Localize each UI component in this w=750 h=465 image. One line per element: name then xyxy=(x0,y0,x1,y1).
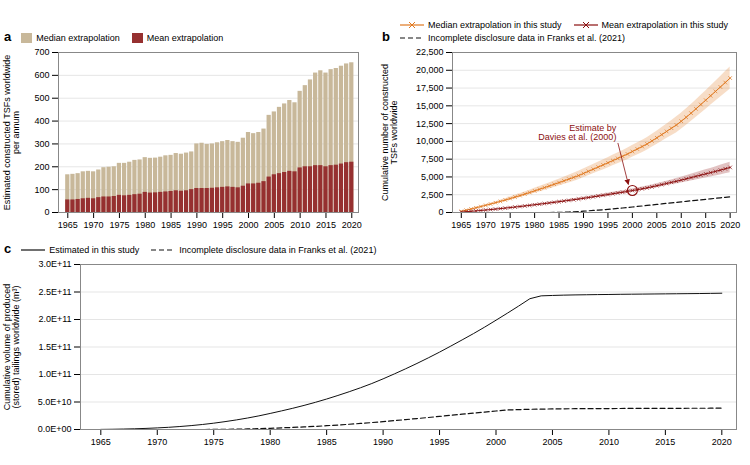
svg-text:500: 500 xyxy=(34,93,49,103)
html-text:b: b xyxy=(382,29,390,44)
svg-text:2020: 2020 xyxy=(342,220,362,230)
html-text:Incomplete disclosure data in: Incomplete disclosure data in Franks et … xyxy=(179,245,377,255)
svg-text:2.0E+11: 2.0E+11 xyxy=(38,314,71,324)
svg-text:Cumulative number of construct: Cumulative number of constructedTSFs wor… xyxy=(380,64,399,201)
svg-text:5,000: 5,000 xyxy=(421,172,444,182)
svg-text:10,000: 10,000 xyxy=(416,136,444,146)
svg-text:17,500: 17,500 xyxy=(416,83,444,93)
html-text:Mean extrapolation in this stu: Mean extrapolation in this study xyxy=(601,20,729,30)
svg-text:2020: 2020 xyxy=(712,437,732,447)
svg-text:2,500: 2,500 xyxy=(421,190,444,200)
html-text:a: a xyxy=(4,29,12,44)
svg-text:2000: 2000 xyxy=(622,220,642,230)
svg-text:3.0E+11: 3.0E+11 xyxy=(38,259,71,269)
svg-text:0: 0 xyxy=(438,207,443,217)
svg-text:2005: 2005 xyxy=(542,437,562,447)
svg-text:2020: 2020 xyxy=(720,220,740,230)
svg-text:100: 100 xyxy=(34,185,49,195)
svg-text:2015: 2015 xyxy=(655,437,675,447)
svg-text:2005: 2005 xyxy=(647,220,667,230)
svg-text:1970: 1970 xyxy=(84,220,104,230)
html-text:Incomplete disclosure data in: Incomplete disclosure data in Franks et … xyxy=(428,33,626,43)
svg-text:1975: 1975 xyxy=(109,220,129,230)
svg-text:1.5E+11: 1.5E+11 xyxy=(38,342,71,352)
svg-text:700: 700 xyxy=(34,47,49,57)
html-text:c: c xyxy=(4,241,12,256)
svg-text:2010: 2010 xyxy=(671,220,691,230)
svg-text:2000: 2000 xyxy=(486,437,506,447)
svg-text:12,500: 12,500 xyxy=(416,118,444,128)
svg-text:1990: 1990 xyxy=(187,220,207,230)
svg-text:0: 0 xyxy=(44,207,49,217)
svg-text:2010: 2010 xyxy=(290,220,310,230)
svg-text:2005: 2005 xyxy=(264,220,284,230)
svg-text:400: 400 xyxy=(34,116,49,126)
svg-text:1995: 1995 xyxy=(213,220,233,230)
svg-text:1980: 1980 xyxy=(135,220,155,230)
svg-text:Cumulative volume of produced(: Cumulative volume of produced(stored) ta… xyxy=(2,284,21,411)
html-text:Median extrapolation in this s: Median extrapolation in this study xyxy=(428,20,562,30)
svg-text:200: 200 xyxy=(34,162,49,172)
svg-text:2015: 2015 xyxy=(316,220,336,230)
svg-text:1965: 1965 xyxy=(91,437,111,447)
svg-text:22,500: 22,500 xyxy=(416,47,444,57)
svg-text:Estimate byDavies et al. (2000: Estimate byDavies et al. (2000) xyxy=(538,123,617,142)
svg-text:Estimated constructed TSFs wor: Estimated constructed TSFs worldwideper … xyxy=(2,55,21,210)
svg-text:1990: 1990 xyxy=(373,437,393,447)
svg-text:600: 600 xyxy=(34,70,49,80)
html-text:Mean extrapolation: Mean extrapolation xyxy=(146,33,224,43)
svg-text:2000: 2000 xyxy=(239,220,259,230)
svg-text:1980: 1980 xyxy=(260,437,280,447)
svg-text:1965: 1965 xyxy=(58,220,78,230)
svg-text:1985: 1985 xyxy=(317,437,337,447)
svg-text:2015: 2015 xyxy=(696,220,716,230)
svg-text:1985: 1985 xyxy=(161,220,181,230)
svg-text:1.0E+11: 1.0E+11 xyxy=(38,369,71,379)
svg-text:2010: 2010 xyxy=(599,437,619,447)
svg-text:1975: 1975 xyxy=(204,437,224,447)
svg-text:1970: 1970 xyxy=(147,437,167,447)
svg-text:0.0E+00: 0.0E+00 xyxy=(38,424,72,434)
svg-text:7,500: 7,500 xyxy=(421,154,444,164)
svg-text:20,000: 20,000 xyxy=(416,65,444,75)
svg-text:1995: 1995 xyxy=(430,437,450,447)
svg-text:1995: 1995 xyxy=(598,220,618,230)
html-text:Estimated in this study: Estimated in this study xyxy=(49,245,140,255)
svg-text:1985: 1985 xyxy=(549,220,569,230)
svg-text:1965: 1965 xyxy=(451,220,471,230)
svg-text:5.0E+10: 5.0E+10 xyxy=(38,397,72,407)
svg-text:1975: 1975 xyxy=(500,220,520,230)
svg-text:2.5E+11: 2.5E+11 xyxy=(38,287,71,297)
svg-text:1980: 1980 xyxy=(525,220,545,230)
svg-text:1970: 1970 xyxy=(476,220,496,230)
svg-text:15,000: 15,000 xyxy=(416,101,444,111)
svg-text:300: 300 xyxy=(34,139,49,149)
svg-text:1990: 1990 xyxy=(573,220,593,230)
html-text:Median extrapolation: Median extrapolation xyxy=(36,33,120,43)
